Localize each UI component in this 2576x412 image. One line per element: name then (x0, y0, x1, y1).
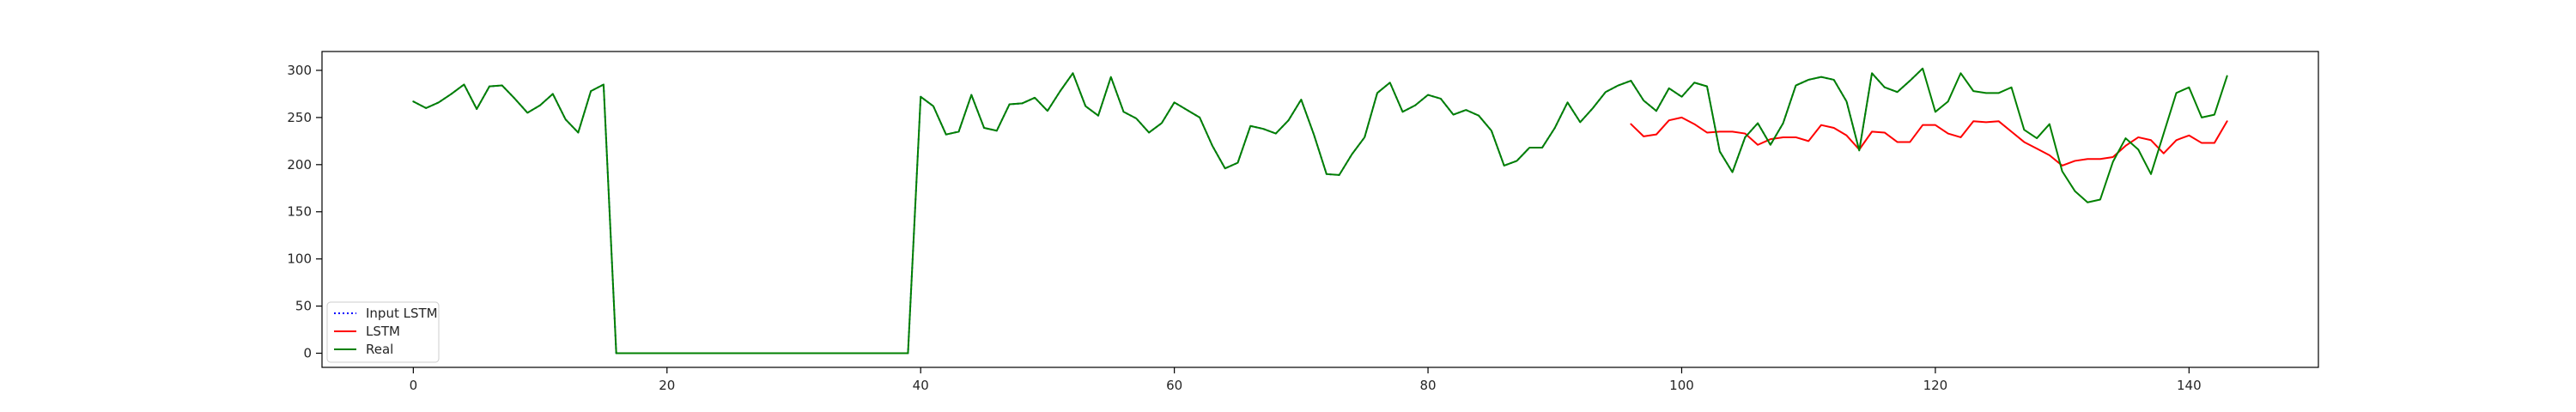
plot-area (412, 67, 2228, 354)
y-tick-label: 200 (287, 157, 312, 173)
axes-frame (321, 51, 2319, 368)
y-axis: 0 50 100 150 200 250 300 (287, 63, 322, 361)
x-tick-label: 0 (410, 378, 418, 393)
legend-label-real: Real (366, 342, 393, 357)
y-tick-label: 50 (295, 299, 312, 314)
series-line-real (412, 67, 2228, 354)
y-tick-label: 100 (287, 251, 312, 267)
series-line-lstm (1630, 116, 2228, 167)
x-tick-label: 60 (1166, 378, 1182, 393)
y-tick-label: 150 (287, 204, 312, 220)
x-tick-label: 140 (2177, 378, 2202, 393)
x-axis: 0 20 40 60 80 100 120 140 (410, 367, 2202, 393)
x-tick-label: 40 (913, 378, 929, 393)
legend-box (326, 301, 440, 363)
legend-label-input-lstm: Input LSTM (366, 306, 438, 321)
y-tick-label: 250 (287, 110, 312, 125)
x-tick-label: 20 (659, 378, 675, 393)
x-tick-label: 100 (1669, 378, 1694, 393)
y-tick-label: 0 (303, 346, 312, 361)
x-tick-label: 120 (1923, 378, 1948, 393)
legend: Input LSTM LSTM Real (326, 301, 440, 363)
x-tick-label: 80 (1420, 378, 1437, 393)
legend-label-lstm: LSTM (366, 324, 400, 339)
y-tick-label: 300 (287, 63, 312, 78)
